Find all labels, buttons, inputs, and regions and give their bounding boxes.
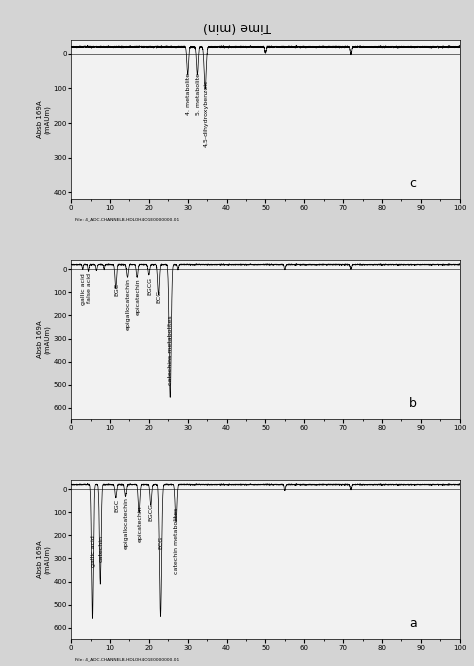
Text: b: b xyxy=(409,397,417,410)
Text: File: 4_ADC.CHANNELB.HDLOH4O1E0000000.01: File: 4_ADC.CHANNELB.HDLOH4O1E0000000.01 xyxy=(75,217,179,221)
Text: gallic acid: gallic acid xyxy=(81,273,86,304)
Text: ECG: ECG xyxy=(159,535,164,549)
Text: catechins metabolites: catechins metabolites xyxy=(168,316,173,385)
Text: epigallocatechin: epigallocatechin xyxy=(124,498,128,549)
Text: epicatechin: epicatechin xyxy=(135,278,140,315)
Text: epicatechin: epicatechin xyxy=(137,505,142,542)
Text: Time (min): Time (min) xyxy=(203,20,271,33)
Text: false acid: false acid xyxy=(87,273,91,303)
Y-axis label: Absb 169A
(mAUm): Absb 169A (mAUm) xyxy=(37,101,51,139)
Text: EGC: EGC xyxy=(114,498,119,511)
Text: a: a xyxy=(409,617,417,630)
Text: 4,5-dihydroxybenzoic: 4,5-dihydroxybenzoic xyxy=(203,80,208,147)
Text: EGC: EGC xyxy=(114,283,119,296)
Text: EGCG: EGCG xyxy=(147,276,152,294)
Text: gallic acid: gallic acid xyxy=(91,535,96,567)
Text: 5. metabolite: 5. metabolite xyxy=(195,73,201,115)
Text: EGCG: EGCG xyxy=(149,503,154,521)
Y-axis label: Absb 169A
(mAUm): Absb 169A (mAUm) xyxy=(37,541,51,579)
Text: catechin metabolites: catechin metabolites xyxy=(174,507,179,574)
Text: epigallocatechin: epigallocatechin xyxy=(126,278,130,330)
Text: ECG: ECG xyxy=(156,290,162,303)
Y-axis label: Absb 169A
(mAUm): Absb 169A (mAUm) xyxy=(37,321,51,358)
Text: File: 4_ADC.CHANNELB.HDLOH4O1E0000000.01: File: 4_ADC.CHANNELB.HDLOH4O1E0000000.01 xyxy=(75,657,179,661)
Text: catechin: catechin xyxy=(98,535,103,562)
Text: c: c xyxy=(409,176,416,190)
Text: 4. metabolite: 4. metabolite xyxy=(186,73,191,115)
